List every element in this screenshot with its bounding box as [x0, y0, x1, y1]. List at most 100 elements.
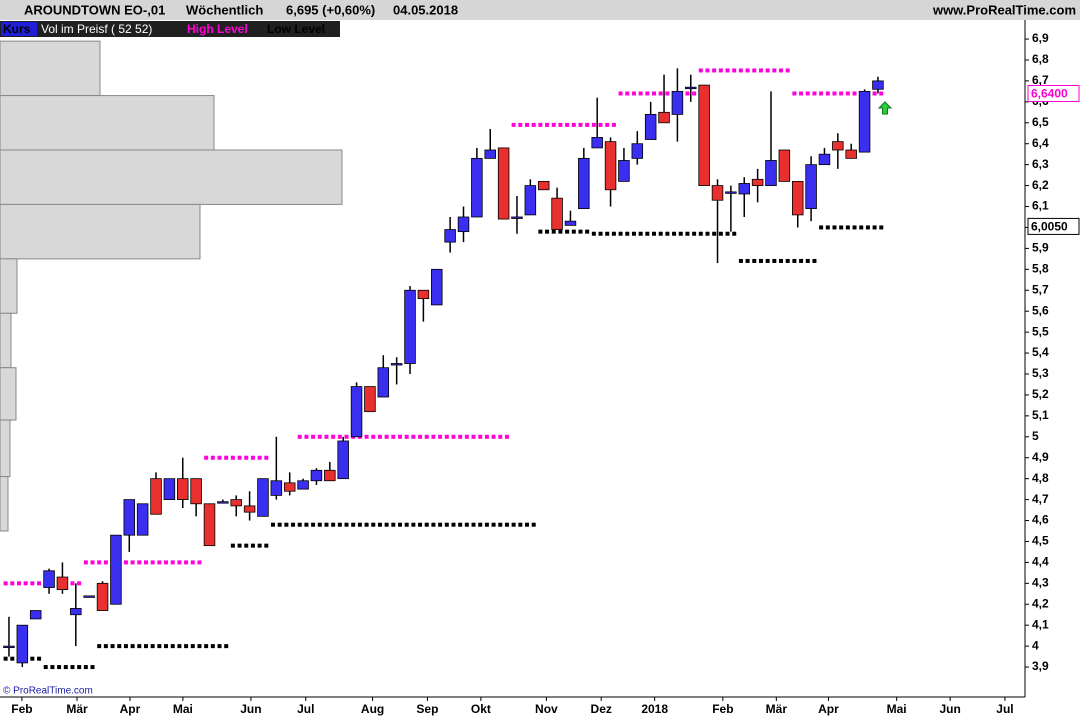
high-level-dot [150, 560, 155, 565]
low-level-dot [123, 644, 128, 649]
high-level-dot [418, 434, 423, 439]
legend: Kurs Vol im Preisf ( 52 52) High Level L… [0, 21, 340, 37]
low-level-dot [451, 522, 456, 527]
x-tick-label: Mär [766, 702, 788, 716]
high-level-dot [805, 91, 810, 96]
high-level-dot [758, 68, 763, 73]
low-level-dot [331, 522, 336, 527]
y-tick-label: 6,1 [1032, 199, 1049, 213]
y-tick-label: 5,9 [1032, 241, 1049, 255]
x-tick-label: Apr [818, 702, 839, 716]
low-level-dot [424, 522, 429, 527]
high-level-dot [103, 560, 108, 565]
candle-body [123, 499, 136, 536]
candle-body [190, 478, 202, 505]
high-level-dot [571, 122, 576, 127]
candle-body [324, 469, 336, 482]
low-level-dot [63, 665, 68, 670]
low-level-dot [812, 258, 817, 263]
high-level-dot [618, 91, 623, 96]
candle-body [257, 478, 269, 517]
low-level-dot [3, 656, 8, 661]
high-level-dot [311, 434, 316, 439]
candle-body [564, 220, 577, 226]
high-level-dot [525, 122, 530, 127]
low-level-dot [799, 258, 804, 263]
low-level-dot [90, 665, 95, 670]
low-level-dot [364, 522, 369, 527]
low-level-dot [658, 231, 663, 236]
x-tick-label: Jul [297, 702, 314, 716]
high-level-dot [317, 434, 322, 439]
low-level-dot [351, 522, 356, 527]
y-tick-label: 6,7 [1032, 73, 1049, 87]
low-level-dot [70, 665, 75, 670]
high-level-dot [70, 581, 75, 586]
high-level-dot [591, 122, 596, 127]
volume-bar [0, 312, 12, 369]
volume-bar [0, 149, 343, 205]
low-level-dot [217, 644, 222, 649]
candle-body [551, 197, 563, 230]
high-level-dot [852, 91, 857, 96]
instrument: AROUNDTOWN EO-,01 [24, 2, 165, 17]
high-level-dot [3, 581, 8, 586]
high-level-dot [872, 91, 877, 96]
low-level-dot [143, 644, 148, 649]
volume-bar [0, 419, 11, 478]
low-level-dot [478, 522, 483, 527]
high-level-dot [97, 560, 102, 565]
low-level-dot [785, 258, 790, 263]
high-level-dot [344, 434, 349, 439]
high-level-dot [90, 560, 95, 565]
low-level-dot [772, 258, 777, 263]
y-tick-label: 6,5 [1032, 115, 1049, 129]
low-level-dot [705, 231, 710, 236]
volume-bar [0, 367, 17, 421]
low-level-dot [571, 229, 576, 234]
y-tick-label: 5,1 [1032, 408, 1049, 422]
high-level-dot [511, 122, 516, 127]
low-level-dot [591, 231, 596, 236]
low-level-dot [638, 231, 643, 236]
candle-body [150, 478, 162, 515]
low-level-dot [458, 522, 463, 527]
high-level-dot [698, 68, 703, 73]
high-level-dot [752, 68, 757, 73]
candle-body [177, 478, 189, 500]
high-level-dot [197, 560, 202, 565]
candle-body [818, 153, 831, 166]
low-level-dot [43, 665, 48, 670]
low-level-dot [264, 543, 269, 548]
x-tick-label: Jun [240, 702, 261, 716]
candle-body [537, 180, 550, 191]
candle-body [738, 183, 750, 195]
high-level-dot [210, 455, 215, 460]
candle-body [136, 503, 149, 536]
high-level-dot [444, 434, 449, 439]
x-tick-label: Mär [66, 702, 88, 716]
high-level-dot [471, 434, 476, 439]
low-level-dot [839, 225, 844, 230]
low-level-dot [137, 644, 142, 649]
y-tick-label: 4,5 [1032, 534, 1049, 548]
high-level-dot [398, 434, 402, 439]
x-tick-label: Nov [535, 702, 558, 716]
high-level-dot [324, 434, 329, 439]
low-level-dot [805, 258, 810, 263]
high-level-dot [578, 122, 583, 127]
low-level-dot [645, 231, 650, 236]
high-level-dot [545, 122, 550, 127]
low-level-dot [471, 522, 476, 527]
y-tick-label: 4,3 [1032, 576, 1049, 590]
high-level-dot [478, 434, 483, 439]
high-level-dot [585, 122, 590, 127]
high-level-dot [812, 91, 817, 96]
x-tick-label: Aug [361, 702, 384, 716]
candle-body [444, 229, 456, 243]
high-level-dot [257, 455, 262, 460]
candle-body [377, 367, 390, 398]
high-level-dot [371, 434, 376, 439]
low-level-dot [237, 543, 242, 548]
candle-body [751, 178, 764, 186]
